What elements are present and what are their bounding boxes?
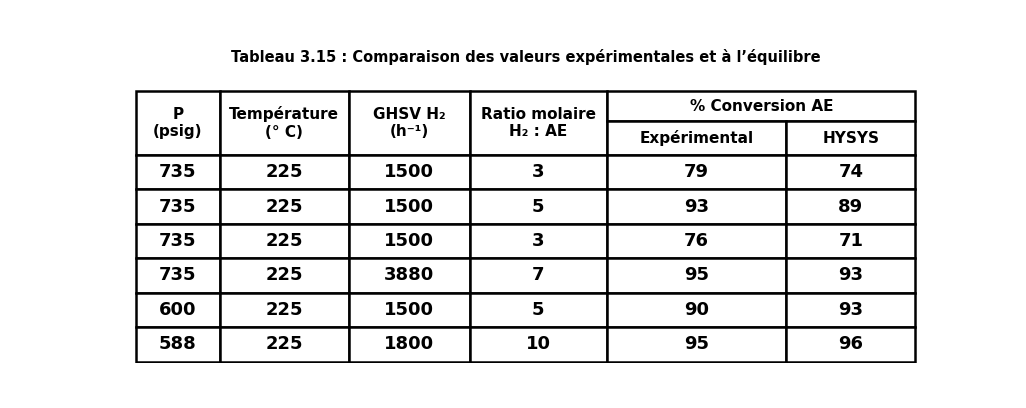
Bar: [470, 189, 607, 224]
Bar: [349, 91, 470, 155]
Bar: [136, 327, 220, 361]
Text: 735: 735: [159, 232, 197, 250]
Text: 225: 225: [266, 301, 303, 319]
Bar: [220, 258, 349, 293]
Bar: [786, 121, 915, 155]
Text: 225: 225: [266, 197, 303, 215]
Text: 588: 588: [159, 335, 197, 353]
Text: 5: 5: [532, 197, 545, 215]
Bar: [136, 293, 220, 327]
Text: 1500: 1500: [384, 163, 434, 181]
Text: 3: 3: [532, 163, 545, 181]
Text: 3880: 3880: [384, 266, 434, 284]
Text: 95: 95: [684, 266, 709, 284]
Bar: [349, 293, 470, 327]
Text: 5: 5: [532, 301, 545, 319]
Bar: [786, 293, 915, 327]
Text: P
(psig): P (psig): [153, 107, 202, 139]
Text: 1500: 1500: [384, 197, 434, 215]
Text: 225: 225: [266, 163, 303, 181]
Bar: [220, 224, 349, 258]
Bar: [470, 91, 607, 155]
Bar: [220, 327, 349, 361]
Bar: [786, 327, 915, 361]
Text: 90: 90: [684, 301, 709, 319]
Text: % Conversion AE: % Conversion AE: [689, 99, 833, 114]
Bar: [136, 189, 220, 224]
Text: 1500: 1500: [384, 232, 434, 250]
Text: 735: 735: [159, 197, 197, 215]
Text: 93: 93: [838, 266, 863, 284]
Text: 600: 600: [159, 301, 197, 319]
Text: 1800: 1800: [384, 335, 434, 353]
Bar: [349, 258, 470, 293]
Bar: [607, 189, 786, 224]
Bar: [220, 155, 349, 189]
Bar: [349, 224, 470, 258]
Bar: [136, 258, 220, 293]
Bar: [136, 155, 220, 189]
Text: Ratio molaire
H₂ : AE: Ratio molaire H₂ : AE: [481, 107, 596, 139]
Bar: [607, 224, 786, 258]
Text: HYSYS: HYSYS: [823, 131, 879, 146]
Bar: [607, 327, 786, 361]
Bar: [220, 189, 349, 224]
Text: 95: 95: [684, 335, 709, 353]
Bar: [786, 258, 915, 293]
Text: 76: 76: [684, 232, 709, 250]
Text: 79: 79: [684, 163, 709, 181]
Text: 74: 74: [838, 163, 863, 181]
Text: 71: 71: [838, 232, 863, 250]
Text: 735: 735: [159, 163, 197, 181]
Text: 7: 7: [532, 266, 545, 284]
Bar: [470, 293, 607, 327]
Bar: [220, 91, 349, 155]
Text: 735: 735: [159, 266, 197, 284]
Bar: [136, 224, 220, 258]
Bar: [607, 91, 915, 121]
Bar: [470, 327, 607, 361]
Bar: [470, 224, 607, 258]
Bar: [220, 293, 349, 327]
Text: 225: 225: [266, 266, 303, 284]
Text: 89: 89: [838, 197, 864, 215]
Bar: [349, 327, 470, 361]
Bar: [470, 258, 607, 293]
Bar: [786, 155, 915, 189]
Bar: [470, 155, 607, 189]
Text: 3: 3: [532, 232, 545, 250]
Bar: [136, 91, 220, 155]
Text: 96: 96: [838, 335, 863, 353]
Text: Expérimental: Expérimental: [639, 130, 754, 146]
Text: 93: 93: [684, 197, 709, 215]
Text: Tableau 3.15 : Comparaison des valeurs expérimentales et à l’équilibre: Tableau 3.15 : Comparaison des valeurs e…: [231, 49, 821, 65]
Bar: [607, 155, 786, 189]
Text: Température
(° C): Température (° C): [229, 106, 340, 140]
Bar: [607, 121, 786, 155]
Text: 1500: 1500: [384, 301, 434, 319]
Bar: [607, 258, 786, 293]
Bar: [349, 189, 470, 224]
Text: GHSV H₂
(h⁻¹): GHSV H₂ (h⁻¹): [372, 107, 445, 139]
Bar: [786, 224, 915, 258]
Bar: [607, 293, 786, 327]
Text: 93: 93: [838, 301, 863, 319]
Text: 225: 225: [266, 232, 303, 250]
Text: 10: 10: [526, 335, 551, 353]
Text: 225: 225: [266, 335, 303, 353]
Bar: [786, 189, 915, 224]
Bar: [349, 155, 470, 189]
